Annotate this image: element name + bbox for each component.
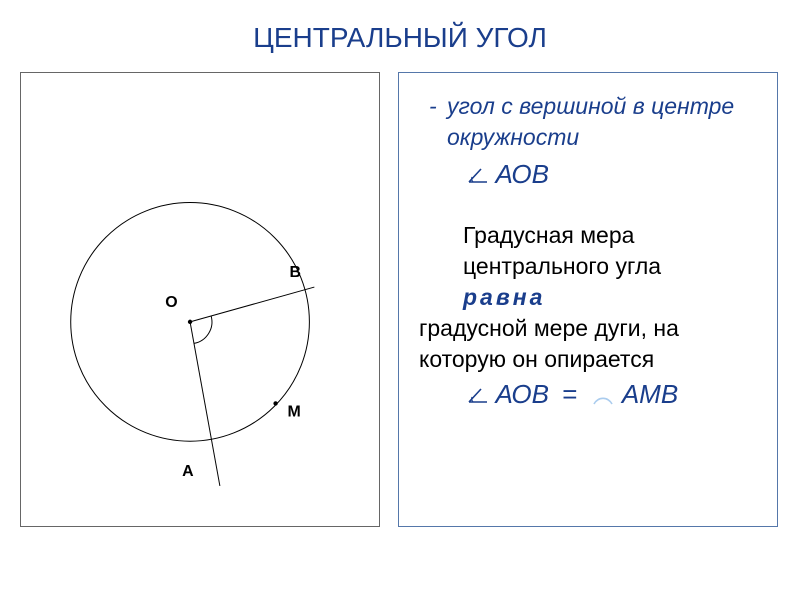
equals-sign: = <box>556 379 583 409</box>
page-title: ЦЕНТРАЛЬНЫЙ УГОЛ <box>0 0 800 72</box>
angle-aob-line: АОВ <box>419 157 757 192</box>
label-a: А <box>182 463 194 480</box>
spacer <box>419 192 757 220</box>
radius-ob <box>190 287 314 322</box>
label-b: В <box>290 264 302 281</box>
definition-text: угол с вершиной в центре окружности <box>447 93 734 150</box>
angle-aob-label: АОВ <box>496 159 549 189</box>
theorem-line2: градусной мере дуги, на которую он опира… <box>419 313 757 375</box>
point-m-dot <box>273 401 277 405</box>
center-dot <box>188 320 192 324</box>
label-o: О <box>165 294 177 311</box>
bullet-dash: - <box>429 91 437 122</box>
label-m: М <box>288 403 301 420</box>
theorem-line1: Градусная мера центрального угла <box>419 220 757 282</box>
angle-icon <box>467 380 496 409</box>
content-row: О А В М - угол с вершиной в центре окруж… <box>0 72 800 527</box>
arc-icon <box>591 379 615 414</box>
radius-oa <box>190 322 220 486</box>
equals-word: равна <box>419 282 757 313</box>
definition-line: - угол с вершиной в центре окружности <box>419 91 757 153</box>
equation-line: АОВ = АМВ <box>419 377 757 414</box>
angle-icon <box>467 160 496 189</box>
text-panel: - угол с вершиной в центре окружности АО… <box>398 72 778 527</box>
diagram-panel: О А В М <box>20 72 380 527</box>
eq-left: АОВ <box>496 379 549 409</box>
eq-right: АМВ <box>622 379 678 409</box>
geometry-diagram: О А В М <box>21 73 379 526</box>
